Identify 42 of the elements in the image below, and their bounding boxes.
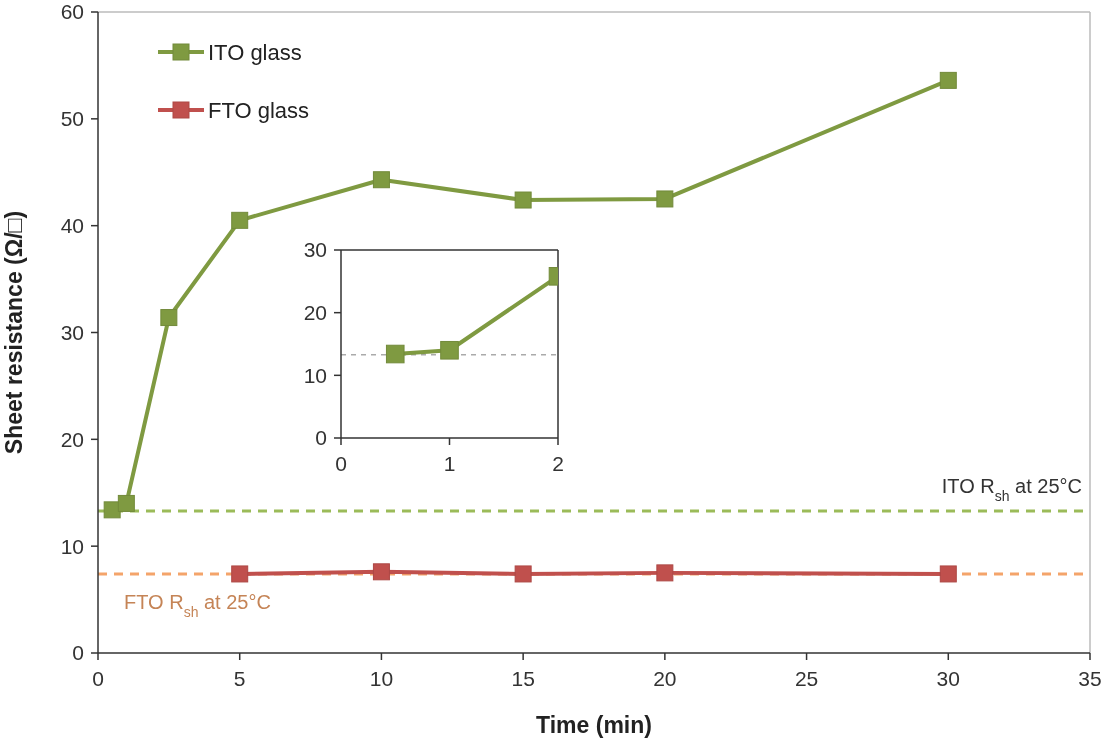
point: [656, 564, 674, 582]
x-tick-label: 0: [335, 452, 347, 475]
y-tick-label: 60: [60, 0, 84, 24]
y-tick-label: 30: [60, 320, 84, 344]
y-tick-label: 0: [315, 426, 327, 450]
x-tick-label: 35: [1078, 667, 1102, 690]
y-tick-label: 40: [60, 214, 84, 238]
point: [514, 565, 532, 583]
legend-label: FTO glass: [208, 97, 310, 123]
point: [385, 344, 405, 364]
x-tick-label: 10: [369, 667, 394, 690]
y-tick-label: 50: [60, 107, 84, 131]
y-tick-label: 30: [303, 238, 327, 262]
legend-label: ITO glass: [208, 39, 302, 65]
y-tick-label: 20: [60, 427, 84, 451]
ref-line-label: FTO R$_{sh}$ at 25°C: [124, 590, 271, 620]
point: [440, 340, 459, 360]
point: [117, 494, 135, 512]
y-tick-label: 0: [72, 641, 84, 665]
point: [372, 563, 390, 581]
y-tick-label: 20: [303, 301, 327, 325]
y-axis-title: Sheet resistance (Ω/□): [1, 210, 27, 455]
x-tick-label: 2: [552, 452, 564, 475]
x-tick-label: 25: [794, 667, 819, 690]
x-tick-label: 20: [653, 667, 677, 690]
point: [231, 211, 249, 229]
point: [231, 565, 249, 583]
ref-line-label: ITO R$_{sh}$ at 25°C: [941, 474, 1082, 504]
point: [372, 171, 390, 189]
x-tick-label: 0: [92, 667, 104, 690]
x-tick-label: 15: [511, 667, 535, 690]
point: [939, 565, 957, 583]
y-tick-label: 10: [303, 363, 327, 387]
x-tick-label: 1: [443, 452, 456, 475]
x-tick-label: 5: [233, 667, 246, 690]
x-axis-title: Time (min): [536, 712, 652, 738]
point: [160, 309, 178, 327]
x-tick-label: 30: [936, 667, 960, 690]
point: [939, 71, 957, 89]
point: [656, 190, 674, 208]
point: [514, 191, 532, 209]
y-tick-label: 10: [60, 534, 84, 558]
